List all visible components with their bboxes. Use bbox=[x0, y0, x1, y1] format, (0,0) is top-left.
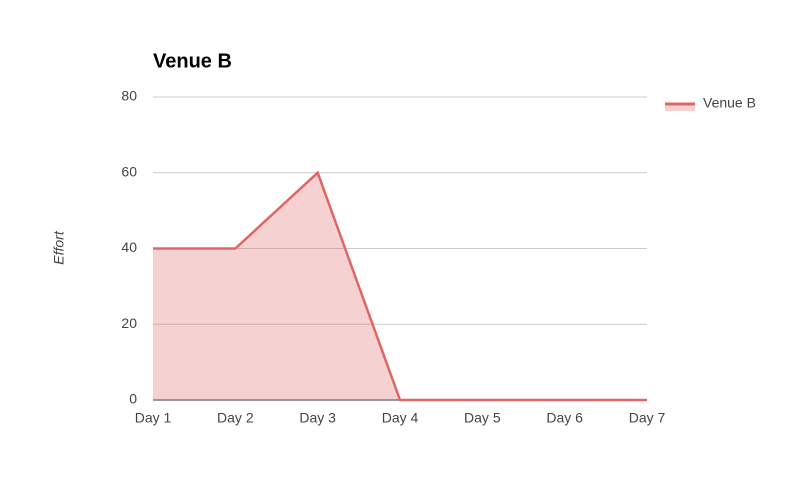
legend-label: Venue B bbox=[703, 95, 756, 111]
y-axis-label: Effort bbox=[51, 230, 67, 265]
y-tick-label: 80 bbox=[121, 88, 137, 104]
y-tick-label: 0 bbox=[129, 391, 137, 407]
area bbox=[153, 172, 647, 400]
x-tick-label: Day 2 bbox=[217, 410, 254, 426]
line bbox=[153, 170, 647, 402]
y-tick-label: 20 bbox=[121, 315, 137, 331]
x-tick-label: Day 6 bbox=[546, 410, 583, 426]
y-tick-label: 40 bbox=[121, 239, 137, 255]
chart-title: Venue B bbox=[153, 50, 232, 72]
y-tick-label: 60 bbox=[121, 163, 137, 179]
x-tick-label: Day 3 bbox=[299, 410, 336, 426]
x-tick-label: Day 7 bbox=[629, 410, 666, 426]
x-tick-label: Day 4 bbox=[382, 410, 419, 426]
x-tick-label: Day 5 bbox=[464, 410, 501, 426]
x-tick-label: Day 1 bbox=[135, 410, 172, 426]
legend-swatch-area bbox=[665, 104, 695, 111]
